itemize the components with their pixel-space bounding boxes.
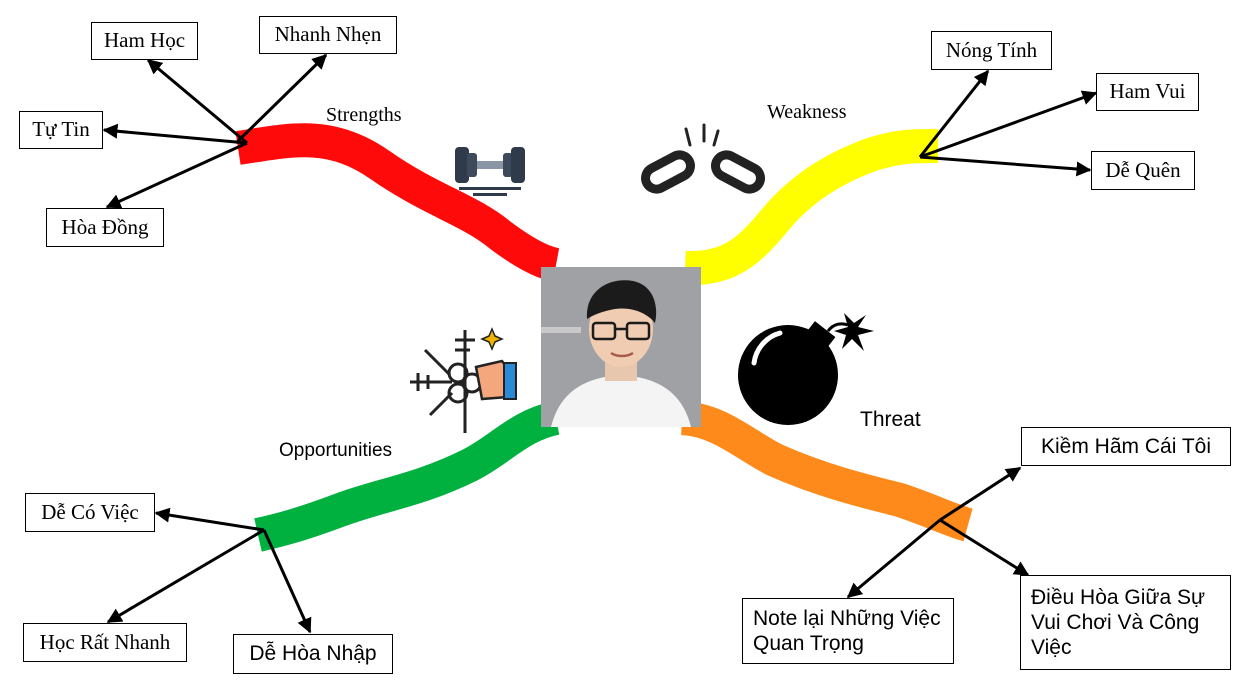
strength-item-tu-tin: Tự Tin [19, 111, 103, 149]
arrow-kiem-ham [939, 466, 1022, 522]
opportunity-item-de-co-viec: Dễ Có Việc [25, 493, 155, 532]
broken-chain-icon [641, 123, 765, 194]
weakness-item-ham-vui: Ham Vui [1096, 73, 1199, 111]
arrow-note-lai [846, 518, 941, 599]
arrow-hoc-rat-nhanh [106, 528, 265, 624]
arrow-hoa-dong [105, 141, 248, 209]
portrait-illustration [541, 267, 701, 427]
threat-item-kiem-ham-cai-toi: Kiềm Hãm Cái Tôi [1021, 427, 1231, 466]
arrow-nong-tinh [918, 69, 990, 158]
weakness-item-de-quen: Dễ Quên [1091, 151, 1195, 190]
threat-item-note-lai: Note lại Những Việc Quan Trọng [742, 598, 954, 664]
threat-title: Threat [860, 408, 921, 431]
key-handshake-icon [410, 327, 517, 433]
arrow-dieu-hoa [939, 518, 1030, 577]
threat-item-dieu-hoa: Điều Hòa Giữa Sự Vui Chơi Và Công Việc [1020, 575, 1231, 670]
opportunity-item-hoc-rat-nhanh: Học Rất Nhanh [23, 623, 187, 662]
opportunities-title: Opportunities [279, 440, 393, 461]
weakness-title: Weakness [767, 101, 847, 123]
arrow-tu-tin [102, 123, 248, 145]
weakness-branch [684, 128, 939, 286]
strength-item-ham-hoc: Ham Học [91, 22, 198, 60]
arrow-de-quen [919, 155, 1092, 177]
arrow-de-co-viec [154, 507, 265, 532]
strengths-branch [235, 123, 560, 282]
strengths-title: Strengths [326, 104, 402, 126]
bomb-icon [738, 313, 874, 425]
opportunities-branch [254, 401, 560, 552]
strength-item-nhanh-nhen: Nhanh Nhẹn [259, 16, 397, 54]
center-photo [541, 267, 701, 427]
weakness-item-nong-tinh: Nóng Tính [931, 31, 1052, 70]
arrow-de-hoa-nhap [262, 529, 312, 634]
opportunity-item-de-hoa-nhap: Dễ Hòa Nhập [233, 634, 393, 674]
strength-item-hoa-dong: Hòa Đồng [46, 208, 164, 247]
arrow-ham-hoc [146, 58, 248, 145]
arrow-nhanh-nhen [234, 53, 328, 145]
threat-branch [680, 401, 973, 542]
arrow-ham-vui [919, 90, 1098, 159]
dumbbell-icon [455, 147, 525, 196]
